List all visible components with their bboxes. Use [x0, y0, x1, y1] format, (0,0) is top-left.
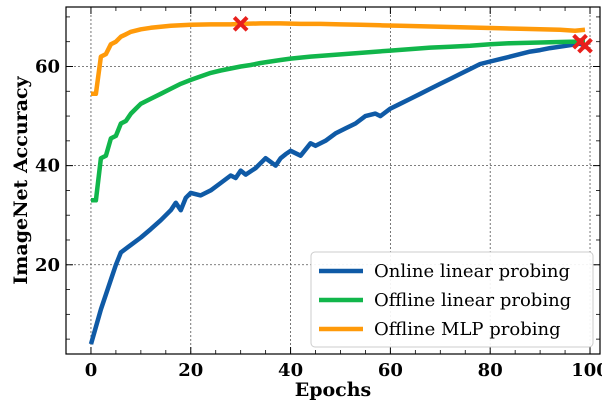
x-tick-label: 40: [278, 360, 303, 381]
marker-cross: [232, 16, 249, 32]
y-tick-label: 20: [35, 255, 60, 276]
legend-label: Offline linear probing: [374, 290, 571, 311]
x-axis-label: Epochs: [295, 379, 372, 400]
plot-frame: [65, 6, 601, 355]
y-axis-label: ImageNet Accuracy: [10, 75, 32, 284]
x-tick-label: 0: [85, 360, 98, 381]
best-point-marker-3: [232, 16, 249, 32]
best-point-markers: [232, 16, 593, 54]
y-tick-label: 40: [35, 156, 60, 177]
axis-ticks: [66, 7, 600, 354]
legend: Online linear probing Offline linear prob…: [310, 251, 594, 348]
series-lines: [88, 21, 586, 345]
x-tick-label: 20: [178, 360, 203, 381]
series-line-2: [91, 39, 585, 203]
y-tick-label: 60: [35, 56, 60, 77]
marker-cross: [572, 33, 588, 50]
legend-box: [310, 251, 594, 348]
legend-item-3: Offline MLP probing: [319, 319, 561, 340]
legend-label: Offline MLP probing: [374, 319, 561, 340]
series-line-1: [88, 41, 586, 345]
legend-label: Online linear probing: [374, 261, 570, 282]
x-tick-label: 100: [571, 360, 602, 381]
legend-item-1: Online linear probing: [319, 261, 570, 282]
x-tick-label: 80: [478, 360, 503, 381]
tick-labels: 0 20 40 60 80 100 20 40 60: [35, 56, 602, 381]
best-point-marker-2: [572, 33, 588, 50]
legend-item-2: Offline linear probing: [319, 290, 571, 311]
series-line-3: [91, 21, 586, 97]
x-tick-label: 60: [378, 360, 403, 381]
